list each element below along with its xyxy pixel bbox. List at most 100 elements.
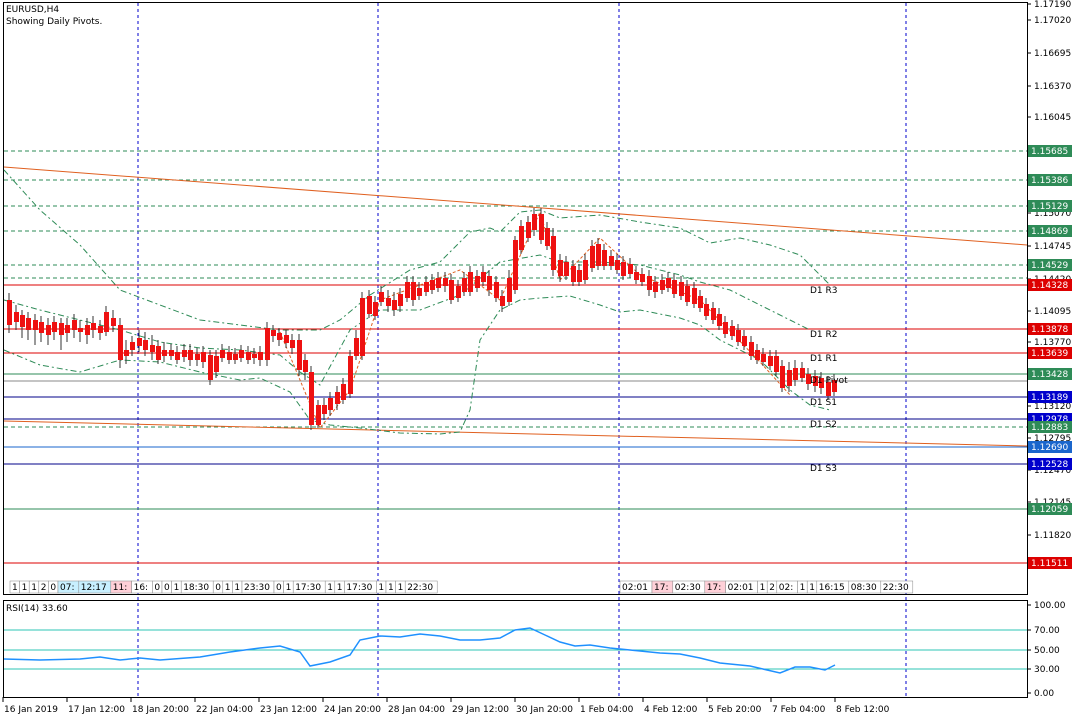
session-cell-label: 07: xyxy=(60,583,74,593)
time-tick-label: 1 Feb 04:00 xyxy=(580,705,634,715)
candle-body xyxy=(7,300,12,325)
candle-body xyxy=(443,278,448,286)
price-tag xyxy=(1028,368,1072,380)
session-strip: 1 1 1 2 0 07: 12:17 11: 16: 0 0 1 18:30 0 1 1 23:30 0 1 17:… xyxy=(9,580,914,594)
candle-body xyxy=(46,325,51,335)
price-tag xyxy=(1028,323,1072,335)
price-tag xyxy=(1028,145,1072,157)
candle-body xyxy=(787,370,792,386)
pivot-label-s2: D1 S2 xyxy=(810,420,837,430)
pivot-label-r2: D1 R2 xyxy=(810,330,838,340)
rsi-line xyxy=(3,627,836,674)
price-tag xyxy=(1028,503,1072,515)
time-tick-label: 17 Jan 12:00 xyxy=(68,705,125,715)
candle-body xyxy=(780,366,785,388)
candle-body xyxy=(118,325,123,360)
rsi-label: RSI(14) 33.60 xyxy=(6,604,68,614)
candle-body xyxy=(462,278,467,292)
session-cell-label: 0 xyxy=(50,583,56,593)
price-tag-label: 1.12690 xyxy=(1031,443,1068,453)
candle-body xyxy=(755,350,760,360)
session-cell-label: 1 xyxy=(12,583,18,593)
candle-body xyxy=(558,260,563,276)
pivot-label-pivot: D1 Pivot xyxy=(810,376,848,386)
candle-body xyxy=(806,374,811,384)
price-tick-label: 1.16045 xyxy=(1034,113,1071,123)
candle-body xyxy=(52,322,57,332)
session-cell-label: 0 xyxy=(154,583,160,593)
price-tag xyxy=(1028,347,1072,359)
session-cell-label: 1 xyxy=(760,583,766,593)
candle-body xyxy=(832,380,837,392)
price-tag xyxy=(1028,259,1072,271)
price-tag xyxy=(1028,279,1072,291)
price-tag-label: 1.11511 xyxy=(1031,559,1068,569)
candles xyxy=(7,208,837,430)
candle-body xyxy=(143,340,148,350)
lower-trendline[interactable] xyxy=(3,420,1028,447)
candle-body xyxy=(698,296,703,308)
candle-body xyxy=(137,338,142,346)
candle-body xyxy=(640,274,645,282)
candle-body xyxy=(85,325,90,335)
candle-body xyxy=(577,270,582,282)
upper-trendline[interactable] xyxy=(3,166,1028,246)
session-cell-label: 02:01 xyxy=(622,583,648,593)
candle-body xyxy=(59,323,64,335)
price-tag xyxy=(1028,174,1072,186)
candle-body xyxy=(20,315,25,327)
session-cell xyxy=(880,580,914,594)
price-tag xyxy=(1028,458,1072,470)
session-cell-label: 1 xyxy=(234,583,240,593)
candle-body xyxy=(316,405,321,425)
price-tag-label: 1.14529 xyxy=(1031,261,1068,271)
candle-body xyxy=(411,282,416,300)
session-cell-label: 1 xyxy=(378,583,384,593)
candle-body xyxy=(768,356,773,366)
rsi-tick-label: 0.00 xyxy=(1034,689,1054,699)
candle-body xyxy=(793,368,798,380)
candle-body xyxy=(78,328,83,332)
price-tick-label: 1.13770 xyxy=(1034,338,1071,348)
price-tick-label: 1.13120 xyxy=(1034,402,1071,412)
session-cell-label: 18:30 xyxy=(183,583,209,593)
candle-body xyxy=(72,320,77,330)
candle-body xyxy=(252,354,257,358)
candle-body xyxy=(634,272,639,280)
candle-body xyxy=(813,376,818,386)
time-tick-label: 18 Jan 20:00 xyxy=(132,705,189,715)
candle-body xyxy=(679,282,684,296)
price-tag-label: 1.12059 xyxy=(1031,505,1068,515)
candle-body xyxy=(596,244,601,266)
time-tick-label: 23 Jan 12:00 xyxy=(260,705,317,715)
session-cell-label: 08:30 xyxy=(851,583,877,593)
candle-body xyxy=(436,278,441,288)
candle-body xyxy=(468,272,473,292)
candle-body xyxy=(685,286,690,302)
time-tick-label: 5 Feb 20:00 xyxy=(708,705,762,715)
price-tag xyxy=(1028,225,1072,237)
candle-body xyxy=(162,350,167,356)
candle-body xyxy=(692,288,697,304)
candle-body xyxy=(405,282,410,298)
candle-body xyxy=(169,350,174,356)
session-cell-label: 0 xyxy=(164,583,170,593)
candle-body xyxy=(150,345,155,352)
price-tag-label: 1.15386 xyxy=(1031,176,1068,186)
price-tick-label: 1.11820 xyxy=(1034,531,1071,541)
candle-body xyxy=(65,325,70,333)
candle-body xyxy=(653,282,658,292)
candle-body xyxy=(39,322,44,333)
candle-body xyxy=(519,226,524,250)
time-tick-label: 7 Feb 04:00 xyxy=(772,705,826,715)
price-tick-label: 1.14095 xyxy=(1034,307,1071,317)
indicator-note: Showing Daily Pivots. xyxy=(6,17,102,27)
price-tick-label: 1.17020 xyxy=(1034,16,1071,26)
candle-body xyxy=(615,260,620,270)
rsi-tick-label: 30.00 xyxy=(1034,665,1060,675)
time-tick-label: 24 Jan 20:00 xyxy=(324,705,381,715)
candle-body xyxy=(500,296,505,306)
session-cell-label: 0 xyxy=(215,583,221,593)
